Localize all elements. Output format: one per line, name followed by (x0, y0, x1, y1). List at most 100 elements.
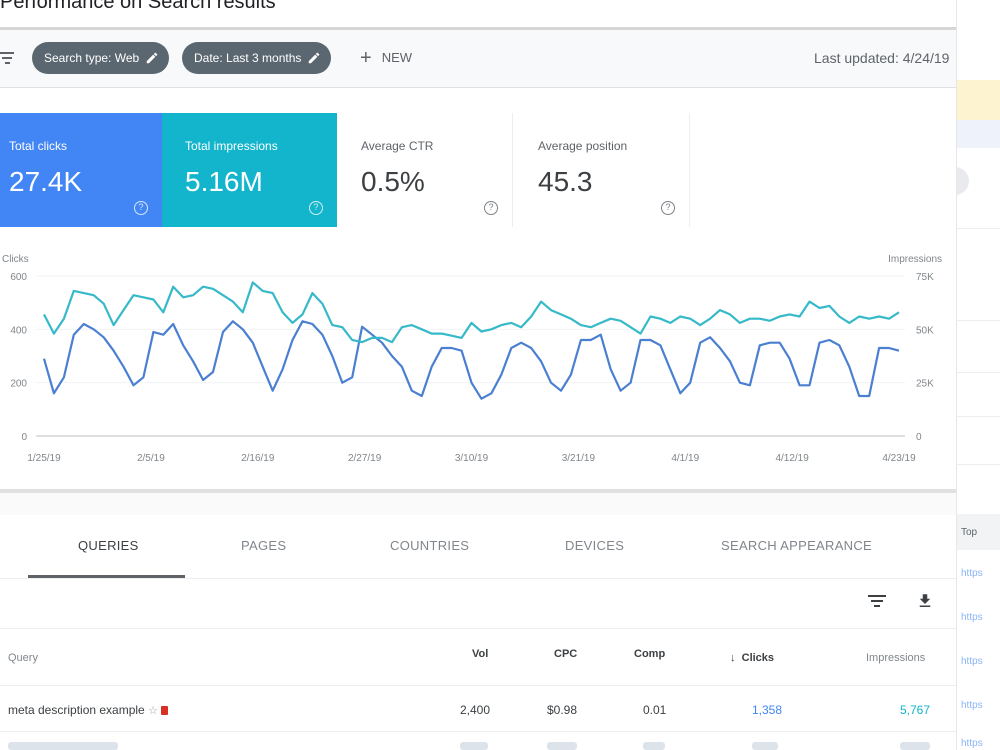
metric-label: Average CTR (361, 139, 434, 153)
tab-devices[interactable]: DEVICES (565, 538, 625, 553)
column-comp[interactable]: Comp (634, 648, 666, 660)
page-title: Performance on Search results (0, 0, 276, 13)
table-row (0, 733, 956, 750)
side-link[interactable]: https (961, 612, 983, 623)
section-divider (0, 489, 956, 493)
help-icon[interactable]: ? (309, 201, 323, 215)
y-right-tick-label: 25K (916, 379, 934, 390)
divider (957, 320, 1000, 321)
filter-bar: Search type: Web Date: Last 3 months + NE… (0, 30, 956, 88)
y-right-tick-label: 50K (916, 325, 934, 336)
active-tab-indicator (28, 575, 185, 578)
x-tick-label: 3/10/19 (455, 453, 489, 464)
vol-cell: 2,400 (460, 703, 491, 717)
average-ctr-card[interactable]: Average CTR 0.5% ? (338, 113, 513, 227)
divider (957, 372, 1000, 373)
total-clicks-card[interactable]: Total clicks 27.4K ? (0, 113, 162, 227)
faded-cell (752, 742, 778, 750)
top-header-band (957, 514, 1000, 550)
x-tick-label: 2/5/19 (137, 453, 165, 464)
faded-cell (643, 742, 665, 750)
column-query[interactable]: Query (8, 652, 38, 664)
faded-cell (547, 742, 577, 750)
comp-cell: 0.01 (643, 703, 667, 717)
y-left-axis-title: Clicks (2, 254, 29, 265)
pencil-icon (146, 52, 158, 64)
section-gap (0, 493, 956, 515)
faded-cell (8, 742, 118, 750)
total-impressions-card[interactable]: Total impressions 5.16M ? (162, 113, 337, 227)
column-impressions[interactable]: Impressions (866, 652, 926, 664)
column-clicks-label: Clicks (741, 652, 775, 664)
metric-value: 45.3 (538, 166, 593, 197)
y-left-tick-label: 600 (10, 272, 27, 283)
download-icon[interactable] (916, 591, 934, 611)
filter-icon[interactable] (0, 52, 14, 64)
y-right-axis-title: Impressions (888, 254, 942, 265)
table-toolbar (0, 579, 956, 629)
divider (957, 416, 1000, 417)
x-tick-label: 4/23/19 (882, 453, 916, 464)
x-tick-label: 1/25/19 (27, 453, 61, 464)
column-vol[interactable]: Vol (472, 648, 489, 660)
date-range-chip-label: Date: Last 3 months (194, 51, 302, 65)
performance-chart: 0 0 200 25K 400 50K 600 75K Clicks Impressions 1/2… (2, 254, 942, 464)
tab-queries[interactable]: QUERIES (78, 538, 139, 553)
help-icon[interactable]: ? (661, 201, 675, 215)
x-tick-label: 2/27/19 (348, 453, 382, 464)
metric-label: Average position (538, 139, 628, 153)
x-tick-label: 4/12/19 (775, 453, 809, 464)
search-type-chip[interactable]: Search type: Web (32, 42, 170, 74)
table-filter-icon[interactable] (868, 595, 886, 609)
column-clicks[interactable]: ↓ Clicks (730, 652, 774, 664)
faded-cell (460, 742, 488, 750)
performance-panel: Performance on Search results Search typ… (0, 0, 956, 750)
tag-icon[interactable] (161, 706, 169, 715)
y-left-tick-label: 0 (21, 432, 27, 443)
help-icon[interactable]: ? (484, 201, 498, 215)
side-link[interactable]: https (961, 656, 983, 667)
average-position-card[interactable]: Average position 45.3 ? (514, 113, 690, 227)
side-link[interactable]: https (961, 568, 983, 579)
last-updated: Last updated: 4/24/19 (814, 50, 950, 66)
highlight-band (957, 80, 1000, 120)
plus-icon: + (360, 47, 372, 69)
x-tick-label: 2/16/19 (241, 453, 275, 464)
new-filter-button[interactable]: + NEW (360, 48, 412, 68)
help-icon[interactable]: ? (134, 201, 148, 215)
metric-label: Total clicks (9, 139, 68, 153)
cpc-cell: $0.98 (547, 703, 578, 717)
table-header: Query Vol CPC Comp ↓ Clicks Impressions (0, 630, 956, 686)
y-left-tick-label: 200 (10, 379, 27, 390)
x-tick-label: 4/1/19 (671, 453, 699, 464)
y-right-tick-label: 75K (916, 272, 934, 283)
sort-down-arrow-icon: ↓ (730, 652, 736, 664)
divider (957, 228, 1000, 229)
metric-value: 5.16M (185, 166, 263, 197)
side-link[interactable]: https (961, 700, 983, 711)
column-cpc[interactable]: CPC (554, 648, 578, 660)
tab-search-appearance[interactable]: SEARCH APPEARANCE (721, 538, 873, 553)
divider (957, 464, 1000, 465)
search-type-chip-label: Search type: Web (44, 51, 140, 65)
metric-label: Total impressions (185, 139, 278, 153)
y-right-tick-label: 0 (916, 432, 922, 443)
metric-value: 0.5% (361, 166, 425, 197)
info-band (957, 120, 1000, 148)
side-link[interactable]: https (961, 738, 983, 749)
table-row[interactable]: meta description example ☆ 2,400 $0.98 0… (0, 686, 956, 732)
query-cell[interactable]: meta description example ☆ (8, 703, 169, 717)
tab-countries[interactable]: COUNTRIES (390, 538, 470, 553)
series-line-impressions (43, 281, 900, 344)
dimension-tabs: QUERIES PAGES COUNTRIES DEVICES SEARCH A… (0, 515, 956, 579)
query-text: meta description example (8, 703, 145, 717)
scroll-button[interactable] (957, 167, 969, 195)
tab-pages[interactable]: PAGES (241, 538, 287, 553)
star-icon[interactable]: ☆ (148, 705, 158, 717)
new-filter-label: NEW (381, 50, 413, 65)
x-tick-label: 3/21/19 (562, 453, 596, 464)
pencil-icon (309, 52, 320, 64)
y-left-tick-label: 400 (10, 325, 27, 336)
date-range-chip[interactable]: Date: Last 3 months (182, 42, 332, 74)
side-panel: Top https https https https https (956, 0, 1000, 750)
